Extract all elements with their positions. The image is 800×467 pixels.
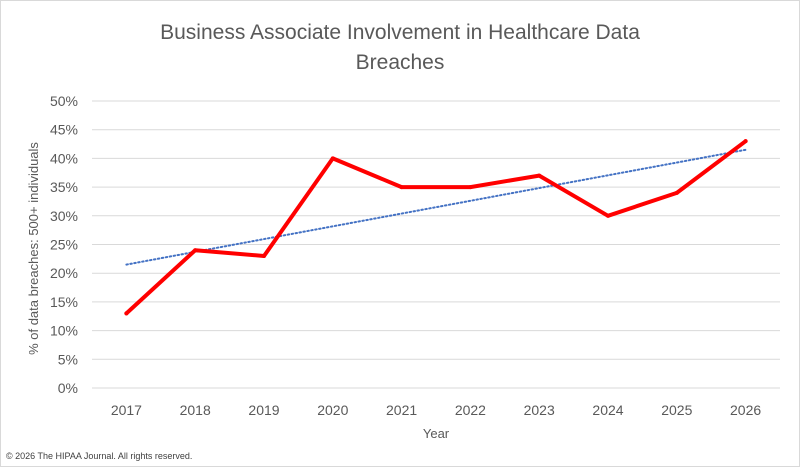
x-tick-label: 2024: [592, 402, 623, 418]
y-tick-label: 20%: [50, 265, 78, 281]
data-point: [262, 253, 266, 258]
series-layer: [124, 139, 748, 316]
data-point: [124, 311, 129, 316]
y-tick-label: 50%: [50, 93, 78, 109]
data-point: [674, 190, 679, 195]
y-tick-label: 15%: [50, 294, 78, 310]
x-tick-label: 2026: [730, 402, 761, 418]
y-tick-label: 30%: [50, 208, 78, 224]
chart-title-line-2: Breaches: [355, 51, 445, 74]
data-point: [330, 156, 335, 161]
trendline: [125, 148, 747, 266]
copyright-notice: © 2026 The HIPAA Journal. All rights res…: [6, 451, 193, 461]
x-tick-label: 2025: [661, 402, 692, 418]
y-tick-label: 45%: [50, 122, 78, 138]
y-tick-label: 35%: [50, 179, 78, 195]
y-tick-label: 10%: [50, 323, 78, 339]
x-axis-tick-labels: 2017 2018 2019 2020 2021 2022 2023 2024 2025 2026: [111, 402, 762, 418]
data-point: [399, 185, 404, 190]
chart-title-line-1: Business Associate Involvement in Health…: [160, 21, 640, 44]
y-axis-tick-labels: 0% 5% 10% 15% 20% 25% 30% 35% 40% 45% 50%: [50, 93, 78, 396]
data-point: [606, 213, 610, 218]
data-point: [193, 248, 198, 253]
x-tick-label: 2020: [317, 402, 348, 418]
x-tick-label: 2022: [455, 402, 486, 418]
x-tick-label: 2017: [111, 402, 142, 418]
data-point: [468, 185, 473, 190]
data-point: [537, 173, 542, 178]
x-tick-label: 2021: [386, 402, 417, 418]
x-tick-label: 2023: [524, 402, 555, 418]
x-tick-label: 2019: [248, 402, 279, 418]
y-tick-label: 40%: [50, 150, 78, 166]
trendline-layer: [125, 148, 747, 266]
y-tick-label: 5%: [58, 351, 78, 367]
x-tick-label: 2018: [180, 402, 211, 418]
x-axis-title: Year: [423, 426, 450, 441]
y-axis-title: % of data breaches: 500+ individuals: [26, 142, 41, 355]
y-tick-label: 25%: [50, 237, 78, 253]
data-point: [743, 139, 748, 144]
y-tick-label: 0%: [58, 380, 78, 396]
grid-lines: [92, 100, 780, 389]
series-line: [124, 139, 748, 316]
